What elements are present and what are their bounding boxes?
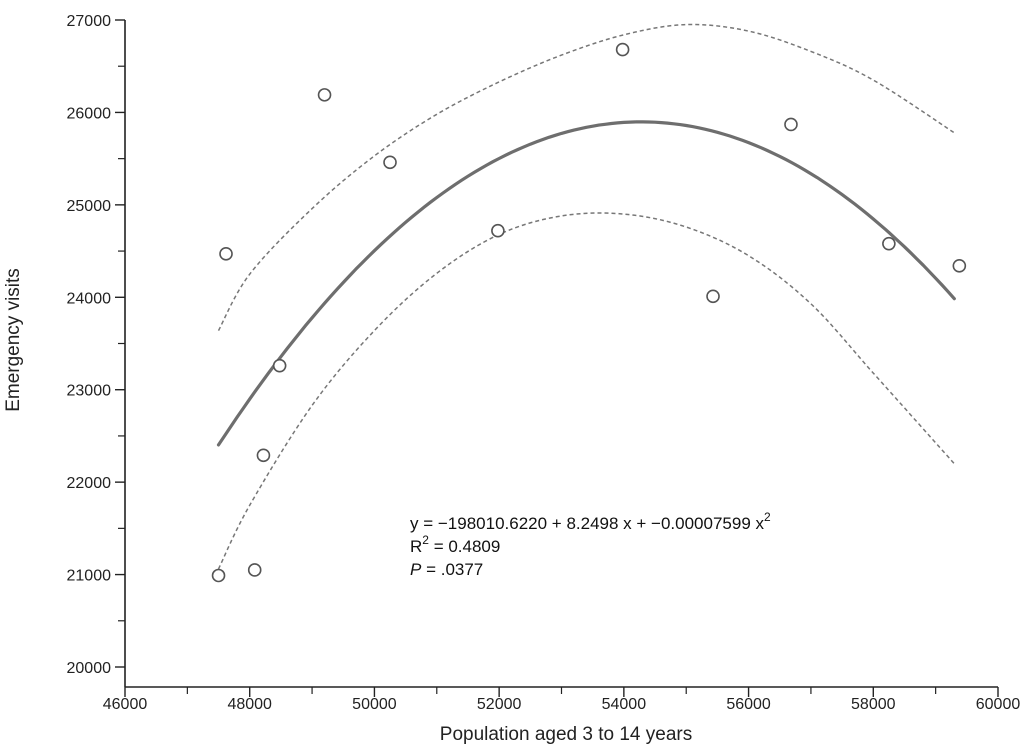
data-point — [615, 42, 630, 57]
data-point — [491, 223, 505, 238]
fit-annotation: y = −198010.6220 + 8.2498 x + −0.0000759… — [410, 510, 771, 579]
p-label: P — [410, 560, 422, 579]
lower-confidence-line — [217, 212, 955, 570]
x-tick-label: 52000 — [477, 696, 522, 713]
p-value: = .0377 — [421, 560, 483, 579]
confidence-band — [217, 23, 955, 570]
x-tick-label: 56000 — [726, 696, 771, 713]
r-squared-prefix: R — [410, 537, 422, 556]
equation-superscript: 2 — [764, 510, 771, 524]
fit-curve-group — [216, 120, 956, 447]
y-axis-title: Emergency visits — [3, 268, 24, 412]
equation-main: y = −198010.6220 + 8.2498 x + −0.0000759… — [410, 514, 765, 533]
x-tick-label: 50000 — [352, 696, 397, 713]
data-point — [784, 117, 798, 132]
y-tick-label: 25000 — [67, 198, 112, 215]
x-tick-label: 48000 — [227, 696, 272, 713]
data-point — [219, 247, 233, 261]
x-tick-label: 60000 — [976, 696, 1021, 713]
equation-text: y = −198010.6220 + 8.2498 x + −0.0000759… — [410, 510, 771, 533]
axes: 46000 48000 50000 52000 54000 56000 58000 60000… — [67, 13, 1021, 713]
y-tick-label: 21000 — [67, 568, 112, 585]
y-tick-label: 26000 — [67, 105, 112, 122]
data-point — [317, 88, 332, 102]
data-point — [272, 358, 287, 373]
data-point — [256, 448, 271, 463]
r-squared-value: = 0.4809 — [429, 537, 500, 556]
data-point — [247, 563, 262, 577]
x-tick-label: 54000 — [602, 696, 647, 713]
x-tick-label: 58000 — [851, 696, 896, 713]
r-squared-superscript: 2 — [422, 533, 429, 547]
y-tick-label: 20000 — [67, 660, 112, 677]
data-point — [882, 236, 896, 251]
data-point — [211, 568, 226, 583]
x-axis-title: Population aged 3 to 14 years — [440, 724, 692, 745]
y-tick-label: 27000 — [67, 13, 112, 30]
data-point — [706, 289, 720, 304]
data-point — [952, 259, 967, 273]
y-tick-label: 24000 — [67, 290, 112, 307]
fit-curve — [216, 120, 956, 447]
data-point — [383, 155, 397, 170]
upper-confidence-line — [217, 23, 955, 331]
data-points — [211, 42, 967, 583]
x-tick-label: 46000 — [103, 696, 148, 713]
y-tick-label: 23000 — [67, 383, 112, 400]
r-squared-text: R2 = 0.4809 — [410, 533, 500, 556]
p-value-text: P = .0377 — [410, 560, 483, 579]
y-tick-label: 22000 — [67, 475, 112, 492]
